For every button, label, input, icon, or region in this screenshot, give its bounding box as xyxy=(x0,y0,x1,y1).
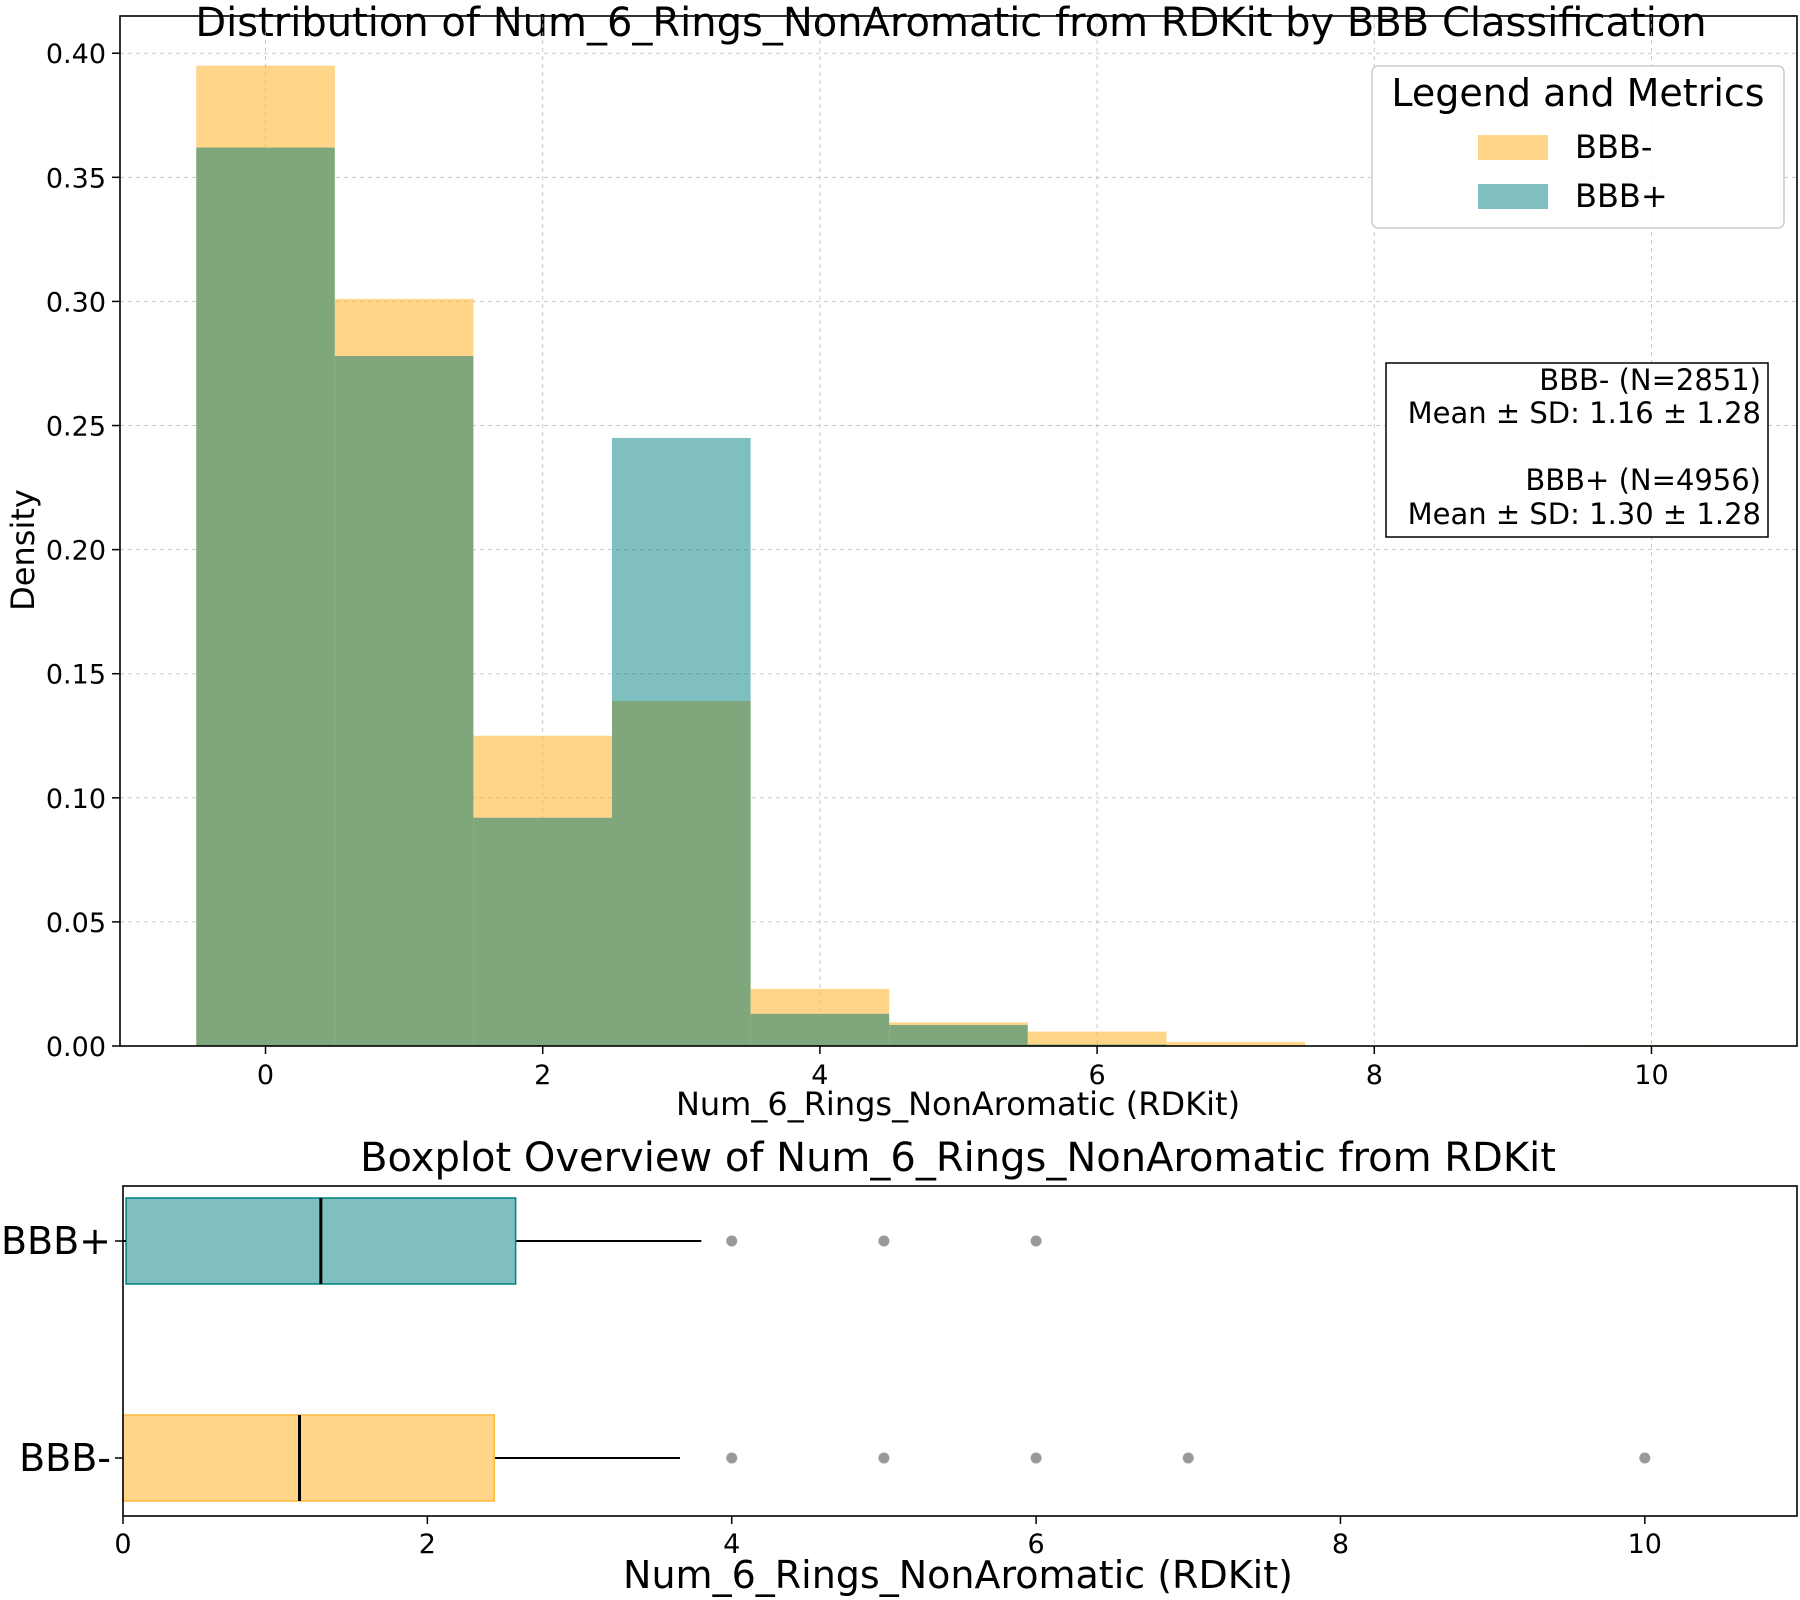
boxplot-category-labels: BBB+ BBB- xyxy=(1,1219,123,1480)
x-tick-label: 2 xyxy=(534,1060,551,1091)
x-tick-label: 2 xyxy=(419,1529,436,1560)
boxplot-outlier-bbb-neg xyxy=(726,1452,738,1464)
y-tick-label: 0.35 xyxy=(46,163,106,194)
y-tick-label: 0.30 xyxy=(46,287,106,318)
histogram-y-axis-label: Density xyxy=(4,489,42,611)
legend-label-bbb-neg: BBB- xyxy=(1575,128,1652,166)
boxplot-outlier-bbb-neg xyxy=(1639,1452,1651,1464)
boxplot-x-ticks: 0 2 4 6 8 10 xyxy=(114,1516,1662,1560)
histogram-bar-overlap xyxy=(473,817,613,1046)
metrics-annotation: BBB- (N=2851) Mean ± SD: 1.16 ± 1.28 BBB… xyxy=(1385,362,1769,538)
category-label: BBB+ xyxy=(1,1219,111,1263)
histogram-bar-overlap xyxy=(750,1013,890,1046)
histogram-bars xyxy=(196,65,1721,1047)
boxplot-panel: Boxplot Overview of Num_6_Rings_NonAroma… xyxy=(1,1135,1798,1597)
histogram-bar-bbb-neg xyxy=(750,988,890,1014)
x-tick-label: 4 xyxy=(723,1529,740,1560)
x-tick-label: 10 xyxy=(1628,1529,1662,1560)
histogram-title: Distribution of Num_6_Rings_NonAromatic … xyxy=(195,0,1706,46)
y-tick-label: 0.00 xyxy=(46,1032,106,1063)
histogram-bar-bbb-neg xyxy=(1027,1031,1167,1045)
histogram-panel: Distribution of Num_6_Rings_NonAromatic … xyxy=(4,0,1798,1123)
metrics-line: BBB+ (N=4956) xyxy=(1525,463,1761,497)
histogram-bar-overlap xyxy=(889,1024,1028,1046)
histogram-bar-overlap xyxy=(196,147,335,1046)
x-tick-label: 6 xyxy=(1089,1060,1106,1091)
histogram-bar-bbb-pos xyxy=(612,437,751,702)
histogram-bar-bbb-neg xyxy=(473,735,613,818)
boxplot-x-axis-label: Num_6_Rings_NonAromatic (RDKit) xyxy=(623,1553,1293,1597)
histogram-y-ticks: 0.00 0.05 0.10 0.15 0.20 0.25 0.30 0.35 0.40 xyxy=(46,39,120,1063)
boxplot-outlier-bbb-neg xyxy=(1182,1452,1194,1464)
legend-swatch-bbb-pos xyxy=(1478,184,1548,209)
boxplot-box-bbb-neg xyxy=(122,1414,496,1502)
y-tick-label: 0.25 xyxy=(46,412,106,443)
histogram-bar-overlap xyxy=(612,701,751,1046)
legend-label-bbb-pos: BBB+ xyxy=(1575,177,1668,215)
x-tick-label: 0 xyxy=(114,1529,131,1560)
metrics-line: Mean ± SD: 1.30 ± 1.28 xyxy=(1408,497,1761,531)
boxplot-outlier-bbb-neg xyxy=(1030,1452,1042,1464)
metrics-line: Mean ± SD: 1.16 ± 1.28 xyxy=(1408,396,1761,430)
x-tick-label: 8 xyxy=(1332,1529,1349,1560)
x-tick-label: 10 xyxy=(1634,1060,1668,1091)
y-tick-label: 0.20 xyxy=(46,536,106,567)
legend-swatch-bbb-neg xyxy=(1478,135,1548,160)
histogram-bar-bbb-neg xyxy=(1166,1042,1305,1046)
boxplot-marks xyxy=(122,1197,1651,1502)
boxplot-title: Boxplot Overview of Num_6_Rings_NonAroma… xyxy=(360,1135,1556,1181)
metrics-box xyxy=(1385,362,1769,538)
x-tick-label: 6 xyxy=(1027,1529,1044,1560)
histogram-bar-bbb-neg xyxy=(889,1022,1028,1025)
histogram-bar-bbb-neg xyxy=(334,298,474,357)
legend: Legend and Metrics BBB- BBB+ xyxy=(1371,65,1785,229)
metrics-line: BBB- (N=2851) xyxy=(1539,363,1761,397)
histogram-frame xyxy=(119,15,1798,1047)
category-label: BBB- xyxy=(19,1436,111,1480)
boxplot-outlier-bbb-pos xyxy=(878,1235,890,1247)
legend-box xyxy=(1371,65,1785,229)
y-tick-label: 0.10 xyxy=(46,784,106,815)
x-tick-label: 0 xyxy=(257,1060,274,1091)
histogram-bar-bbb-neg xyxy=(196,65,335,148)
y-tick-label: 0.15 xyxy=(46,660,106,691)
boxplot-outlier-bbb-neg xyxy=(878,1452,890,1464)
histogram-x-ticks: 0 2 4 6 8 10 xyxy=(257,1046,1669,1091)
boxplot-frame xyxy=(122,1185,1798,1517)
y-tick-label: 0.05 xyxy=(46,908,106,939)
y-tick-label: 0.40 xyxy=(46,39,106,70)
histogram-x-axis-label: Num_6_Rings_NonAromatic (RDKit) xyxy=(676,1085,1240,1123)
legend-title: Legend and Metrics xyxy=(1391,71,1764,115)
histogram-bar-overlap xyxy=(334,356,474,1046)
boxplot-outlier-bbb-pos xyxy=(1030,1235,1042,1247)
x-tick-label: 4 xyxy=(811,1060,828,1091)
boxplot-outlier-bbb-pos xyxy=(726,1235,738,1247)
x-tick-label: 8 xyxy=(1366,1060,1383,1091)
